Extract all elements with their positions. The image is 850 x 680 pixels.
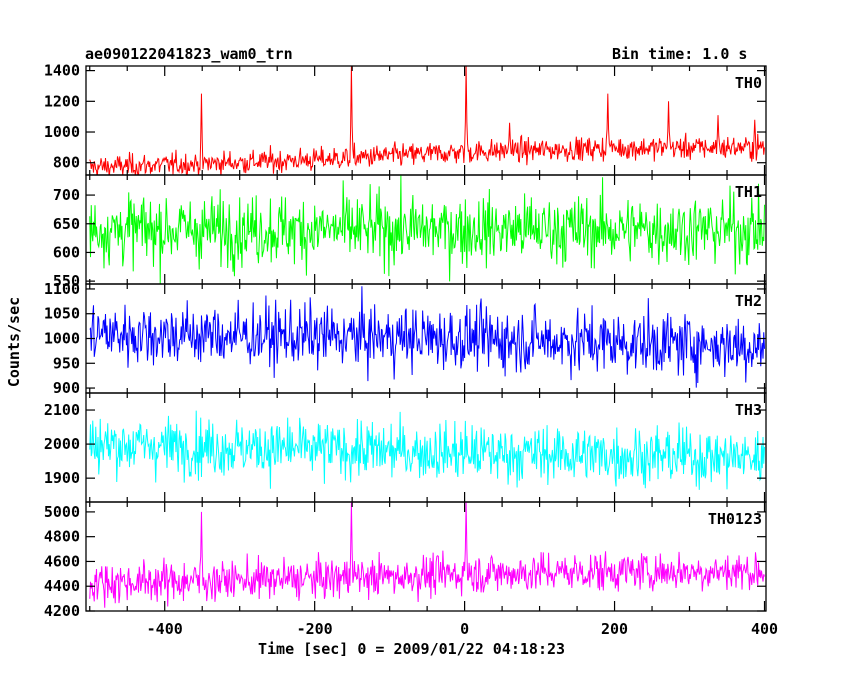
figure-title: ae090122041823_wam0_trn	[85, 45, 293, 63]
x-tick-label: 200	[601, 620, 628, 638]
y-tick-label: 800	[53, 154, 80, 172]
y-tick-label: 1200	[44, 92, 80, 110]
y-tick-label: 1000	[44, 330, 80, 348]
series-line-th2	[89, 286, 765, 388]
y-axis-label: Counts/sec	[5, 296, 23, 388]
panel-label-th0123: TH0123	[708, 510, 762, 528]
y-tick-label: 1100	[44, 280, 80, 298]
panel-label-th2: TH2	[735, 292, 762, 310]
panel-th3: 1900 2000 2100 TH3	[44, 392, 767, 503]
y-tick-label: 4200	[44, 602, 80, 620]
panel-label-th3: TH3	[735, 401, 762, 419]
panel-frame	[85, 501, 767, 612]
y-tick-label: 1050	[44, 305, 80, 323]
series-line-th3	[89, 410, 765, 490]
y-tick-label: 4800	[44, 528, 80, 546]
y-tick-label: 900	[53, 379, 80, 397]
y-tick-label: 650	[53, 215, 80, 233]
y-tick-label: 550	[53, 272, 80, 290]
y-tick-label: 5000	[44, 503, 80, 521]
y-tick-label: 4600	[44, 552, 80, 570]
panel-frame	[85, 392, 767, 503]
y-tick-label: 1900	[44, 469, 80, 487]
panel-th2: 900 950 1000 1050 1100 TH2	[44, 280, 767, 397]
bin-time-label: Bin time: 1.0 s	[612, 45, 748, 63]
panel-th0123: 4200 4400 4600 4800 5000 TH0123	[44, 501, 767, 620]
y-tick-label: 2100	[44, 401, 80, 419]
y-tick-label: 1400	[44, 62, 80, 80]
panel-th0: 800 1000 1200 1400 TH0	[44, 62, 767, 176]
panel-label-th0: TH0	[735, 74, 762, 92]
x-tick-label: -400	[147, 620, 183, 638]
panel-th1: 550 600 650 700 TH1	[53, 174, 767, 290]
y-tick-label: 950	[53, 354, 80, 372]
panel-frame	[85, 65, 767, 176]
panel-label-th1: TH1	[735, 183, 762, 201]
series-line-th0123	[89, 502, 765, 608]
x-tick-label: -200	[297, 620, 333, 638]
x-tick-label: 400	[751, 620, 778, 638]
x-tick-label: 0	[460, 620, 469, 638]
y-tick-label: 700	[53, 186, 80, 204]
y-tick-label: 2000	[44, 435, 80, 453]
series-line-th1	[89, 175, 765, 284]
y-tick-label: 4400	[44, 577, 80, 595]
series-line-th0	[89, 66, 765, 175]
x-axis-label: Time [sec] 0 = 2009/01/22 04:18:23	[258, 640, 566, 658]
y-tick-label: 1000	[44, 123, 80, 141]
y-tick-label: 600	[53, 243, 80, 261]
